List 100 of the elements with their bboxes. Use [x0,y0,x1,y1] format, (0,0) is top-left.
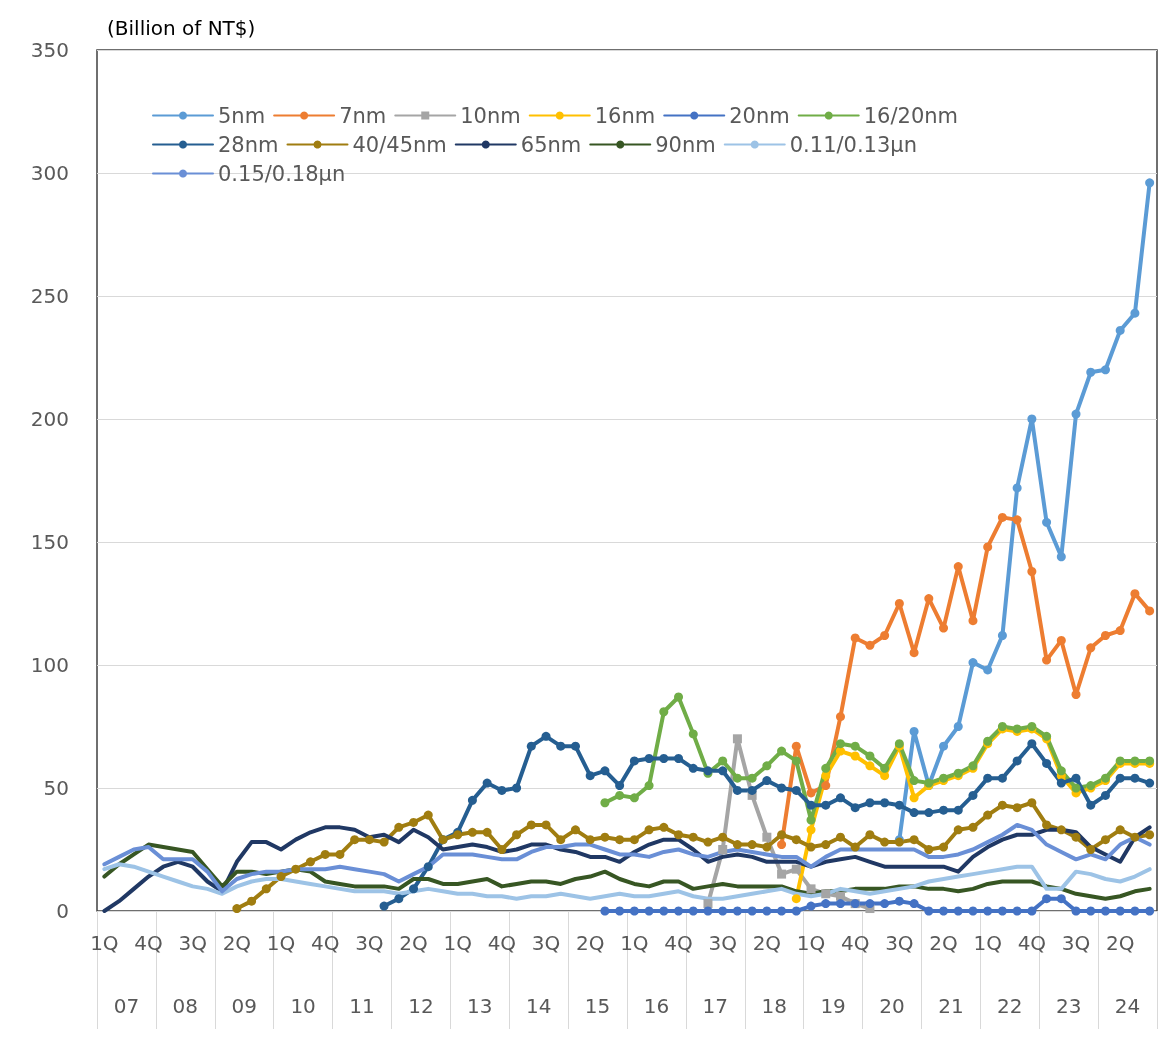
point [1071,690,1081,700]
line-series [102,822,1152,894]
point [467,795,477,805]
point [953,722,963,731]
x-tick-label: 4Q [487,931,517,955]
point [718,906,728,916]
point [909,726,919,736]
point [865,640,875,650]
point [909,648,919,658]
point [512,783,522,793]
point [615,906,625,916]
point [762,832,772,842]
point [1115,626,1125,636]
point [615,781,625,791]
point [1071,783,1081,793]
y-tick-label: 200 [30,407,69,431]
point [850,803,860,813]
point [1145,606,1155,616]
point [821,889,831,899]
point [850,741,860,751]
point [1012,515,1022,525]
point [732,906,742,916]
point [482,778,492,788]
point [1056,635,1066,645]
point [821,771,831,781]
point [629,906,639,916]
point [1056,778,1066,788]
point [1130,589,1140,599]
point [1027,567,1037,577]
y-tick-label: 150 [30,530,69,554]
point [894,800,904,810]
point [777,746,787,756]
point [939,623,949,633]
x-tick-label: 3Q [531,931,561,955]
point [894,896,904,906]
point [835,739,845,749]
point [1100,790,1110,800]
x-tick-label: 2Q [399,931,428,955]
x-tick-label: 3Q [708,931,737,955]
text: 09 [231,994,257,1018]
legend-label: 7nm [339,103,387,128]
point [806,884,816,894]
point [762,776,772,786]
legend-label: 28nm [218,132,279,157]
point [791,894,801,904]
x-tick-label: 3Q [178,931,207,955]
point [644,753,654,763]
point [1145,178,1155,188]
x-tick-label: 1Q [796,931,826,955]
point [674,753,684,763]
point [629,756,639,766]
x-tick-label: 4Q [134,931,163,955]
point [1071,773,1081,783]
point [997,630,1007,640]
point [1071,409,1081,419]
point [835,899,845,909]
x-tick-label: 2Q [929,931,958,955]
point [497,785,507,795]
point [762,761,772,771]
y-tick-label: 50 [43,776,69,800]
point [570,741,580,751]
y-tick-label: 300 [30,161,69,185]
x-tick-label: 1Q [443,931,472,955]
point [821,781,831,791]
point [953,906,963,916]
point [409,884,419,894]
legend-label: 0.11/0.13µn [789,132,918,157]
point [1012,756,1022,766]
point [1100,906,1110,916]
legend-label: 10nm [460,103,521,128]
point [865,751,875,761]
point [997,906,1007,916]
legend-label: 20nm [729,103,790,128]
point [777,869,787,879]
point [835,793,845,803]
x-tick-label: 3Q [1061,931,1091,955]
point [968,790,978,800]
point [1042,758,1052,768]
point [762,906,772,916]
point [1027,906,1037,916]
point [674,906,684,916]
point [1115,325,1125,335]
point [585,771,595,781]
point [615,790,625,800]
y-tick-label: 100 [30,653,69,677]
legend-label: 40/45nm [352,132,447,157]
x-tick-label: 3Q [355,931,384,955]
point [1086,800,1096,810]
point [394,894,404,904]
point [1056,894,1066,904]
point [659,753,669,763]
x-tick-label: 2Q [752,931,782,955]
point [1012,906,1022,916]
point [1145,906,1155,916]
point [806,825,816,835]
point [909,808,919,818]
point [1086,906,1096,916]
point [953,805,963,815]
legend-label: 90nm [655,132,716,157]
text: 14 [525,994,552,1018]
